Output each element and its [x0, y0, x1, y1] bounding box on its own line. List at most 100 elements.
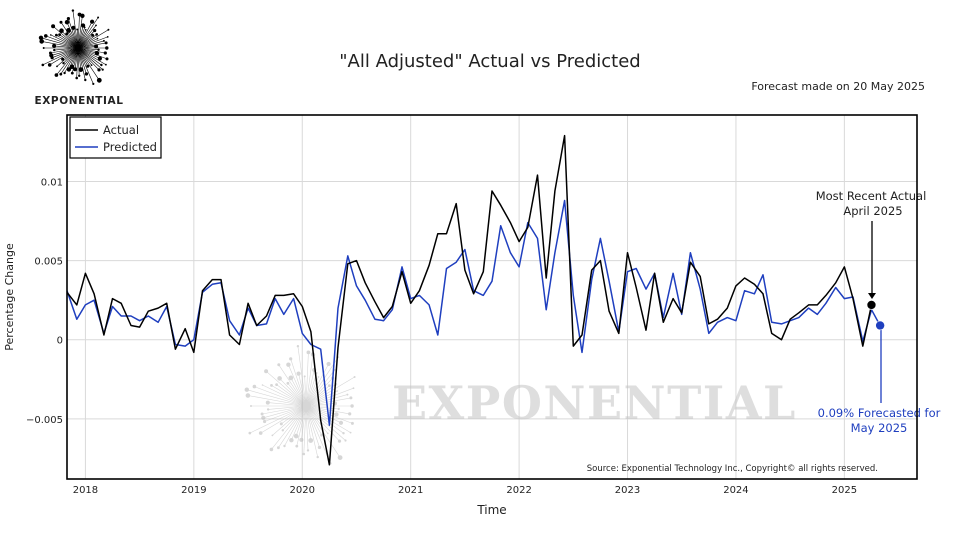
logo-burst-dot-13	[92, 82, 95, 85]
logo-burst-ray-43	[52, 25, 79, 49]
watermark-burst-ray-5	[305, 405, 342, 424]
logo-burst-dot-14	[84, 72, 89, 76]
logo-burst-ray-64	[77, 29, 109, 49]
watermark-burst-dot-62	[328, 384, 331, 387]
logo-burst-dot-0	[105, 46, 109, 50]
logo-burst-dot-34	[53, 48, 56, 52]
logo-burst-dot-64	[107, 28, 110, 31]
legend-box	[69, 116, 162, 159]
watermark-burst-dot-64	[353, 376, 356, 378]
y-axis-label: Percentage Change	[3, 243, 16, 351]
watermark-burst-dot-16	[308, 438, 314, 443]
watermark-burst-ray-59	[305, 357, 339, 407]
logo-burst-dot-52	[76, 28, 79, 31]
watermark-burst-ray-47	[290, 377, 307, 407]
logo-burst-ray-4	[77, 47, 108, 60]
watermark-burst-ray-16	[305, 405, 311, 441]
logo-burst-dot-48	[64, 20, 70, 25]
x-tick-label-3: 2021	[398, 485, 423, 496]
x-tick-label-1: 2019	[181, 485, 206, 496]
logo-burst-ray-39	[45, 35, 79, 49]
logo-burst-dot-1	[97, 48, 100, 51]
logo-burst-ray-47	[68, 30, 79, 49]
logo-burst-ray-19	[74, 47, 79, 70]
watermark-burst-ray-36	[267, 402, 307, 407]
watermark-burst-ray-7	[305, 405, 344, 434]
logo-burst-ray-67	[77, 40, 104, 49]
y-axis-ticks: −0.005 0 0.005 0.01	[26, 177, 63, 425]
watermark-burst-dot-22	[289, 438, 294, 443]
watermark-burst-dot-20	[295, 444, 299, 448]
watermark-burst-ray-37	[247, 395, 307, 407]
x-axis-ticks: 2018 2019 2020 2021 2022 2023 2024 2025	[73, 485, 857, 496]
watermark-burst-ray-21	[295, 405, 307, 437]
watermark-burst-ray-20	[296, 405, 307, 447]
logo-burst-dot-16	[78, 67, 84, 72]
logo-burst-dot-15	[84, 78, 87, 82]
actual-annotation-arrowhead-icon	[868, 293, 876, 299]
watermark-burst-dot-58	[326, 361, 331, 367]
watermark-burst-ray-18	[303, 405, 307, 455]
watermark-burst-dot-40	[261, 384, 264, 386]
watermark-burst-dot-65	[336, 390, 339, 392]
watermark-burst-dot-15	[316, 455, 319, 459]
x-tick-label-6: 2024	[723, 485, 748, 496]
x-tick-label-2: 2020	[290, 485, 315, 496]
watermark-burst-dot-19	[299, 437, 304, 442]
logo-burst-ray-46	[60, 22, 79, 49]
actual-annotation-line-1: Most Recent Actual	[816, 189, 927, 203]
logo-burst-dot-62	[91, 33, 94, 37]
logo-burst-ray-58	[77, 21, 93, 49]
watermark-burst-ray-8	[305, 405, 346, 441]
watermark-burst-ray-23	[284, 405, 307, 447]
logo-burst-dot-27	[56, 65, 58, 68]
x-tick-label-5: 2023	[615, 485, 640, 496]
x-tick-label-7: 2025	[832, 485, 857, 496]
logo-burst-core	[74, 44, 82, 52]
logo-burst-dot-66	[106, 36, 109, 38]
watermark-burst-dot-37	[245, 393, 251, 398]
logo-burst-ray-1	[77, 47, 99, 51]
watermark-burst-ray-34	[268, 405, 307, 410]
predicted-annotation-line-1: 0.09% Forecasted for	[818, 406, 941, 420]
logo-burst-dot-37	[39, 39, 44, 44]
logo-burst-dot-10	[90, 64, 93, 66]
logo-burst-dot-45	[65, 32, 69, 36]
watermark-burst-ray-68	[305, 397, 351, 407]
logo-burst-dot-51	[71, 9, 75, 12]
watermark-burst-ray-32	[263, 405, 307, 419]
watermark-burst-ray-42	[276, 384, 307, 407]
logo-burst-ray-49	[68, 18, 79, 49]
logo-burst-ray-32	[51, 47, 79, 56]
logo-burst-dot-57	[85, 29, 87, 31]
source-note: Source: Exponential Technology Inc., Cop…	[587, 464, 878, 474]
logo-burst-dot-68	[104, 41, 108, 45]
watermark-burst-ray-29	[260, 405, 307, 434]
logo-burst-dot-8	[101, 68, 104, 71]
logo-burst-dot-40	[50, 34, 52, 36]
logo-burst-dot-33	[49, 51, 52, 55]
logo-burst-ray-20	[72, 47, 79, 74]
watermark-burst-ray-14	[305, 405, 320, 448]
logo-burst-ray-13	[77, 47, 94, 85]
logo-burst-ray-25	[56, 47, 79, 76]
watermark-burst-dot-3	[334, 412, 339, 417]
watermark-text: EXPONENTIAL	[392, 376, 797, 430]
legend-label-actual: Actual	[103, 123, 139, 137]
logo-burst-dot-9	[97, 68, 101, 72]
watermark-burst-dot-33	[260, 412, 264, 416]
watermark-burst-dot-34	[266, 408, 270, 411]
watermark-burst-dot-27	[271, 434, 274, 437]
logo-burst-ray-31	[51, 47, 79, 58]
logo-burst-icon	[38, 9, 110, 85]
watermark-burst-ray-10	[305, 405, 329, 434]
watermark-burst-ray-44	[279, 378, 307, 407]
x-axis-label: Time	[476, 503, 506, 517]
watermark-burst-dot-43	[264, 369, 269, 374]
watermark-burst-dot-41	[270, 384, 273, 387]
watermark-burst-dot-38	[244, 387, 249, 392]
logo-burst-ray-60	[77, 25, 97, 49]
watermark-burst-ray-24	[278, 405, 307, 448]
logo-burst-ray-53	[77, 14, 80, 49]
